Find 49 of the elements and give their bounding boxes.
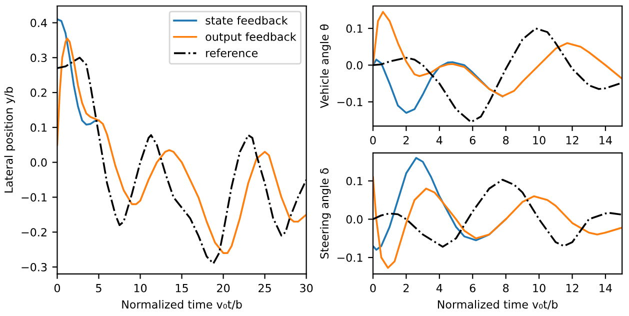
legend-label: state feedback — [206, 16, 288, 25]
y-tick-label: −0.2 — [22, 228, 46, 236]
x-tick-label: 15 — [176, 284, 188, 292]
x-tick-label: 14 — [600, 284, 612, 292]
y-tick-label: 0.1 — [346, 24, 362, 33]
x-tick-label: 6 — [470, 136, 476, 144]
x-tick-label: 25 — [258, 284, 271, 292]
x-tick-label: 2 — [403, 284, 409, 292]
x-tick-label: 2 — [403, 136, 409, 144]
y-tick-label: 0.3 — [30, 54, 47, 62]
y-tick-label: 0.1 — [30, 123, 46, 132]
x-tick-label: 0 — [370, 136, 376, 144]
x-tick-label: 6 — [470, 284, 476, 292]
x-tick-label: 10 — [533, 136, 546, 144]
y-tick-label: 0.2 — [30, 88, 46, 97]
x-tick-label: 20 — [217, 284, 230, 292]
x-tick-label: 0 — [370, 284, 376, 292]
x-tick-label: 4 — [436, 136, 442, 144]
y-tick-label: 0.0 — [30, 158, 47, 167]
line-series — [372, 10, 622, 98]
y-axis-title: Steering angle δ — [320, 168, 331, 258]
y-tick-label: 0.4 — [30, 18, 47, 28]
y-tick-label: 0.1 — [346, 176, 362, 186]
line-series — [372, 176, 622, 269]
y-tick-label: −0.1 — [337, 253, 362, 262]
x-tick-label: 4 — [436, 284, 442, 292]
y-axis-title: Vehicle angle θ — [320, 24, 331, 108]
x-tick-label: 0 — [54, 284, 60, 292]
y-tick-label: −0.1 — [22, 193, 46, 202]
x-tick-label: 5 — [96, 284, 102, 292]
legend-label: output feedback — [206, 32, 296, 44]
legend-label: reference — [206, 48, 258, 58]
x-tick-label: 14 — [600, 136, 612, 144]
x-tick-label: 12 — [566, 284, 578, 292]
y-tick-label: 0.0 — [346, 215, 363, 224]
x-tick-label: 10 — [533, 284, 546, 292]
line-series — [57, 18, 100, 126]
line-series — [372, 58, 504, 114]
y-tick-label: −0.3 — [22, 262, 47, 272]
y-tick-label: 0.0 — [346, 61, 363, 70]
x-axis-title: Normalized time v₀t/b — [122, 300, 242, 310]
x-tick-label: 30 — [300, 284, 313, 292]
x-tick-label: 8 — [503, 136, 509, 144]
x-tick-label: 8 — [503, 284, 509, 292]
x-tick-label: 10 — [134, 284, 147, 292]
x-tick-label: 12 — [566, 136, 578, 144]
y-axis-title: Lateral position y/b — [4, 87, 15, 192]
y-tick-label: −0.1 — [337, 98, 362, 106]
x-axis-title: Normalized time v₀t/b — [438, 300, 558, 310]
